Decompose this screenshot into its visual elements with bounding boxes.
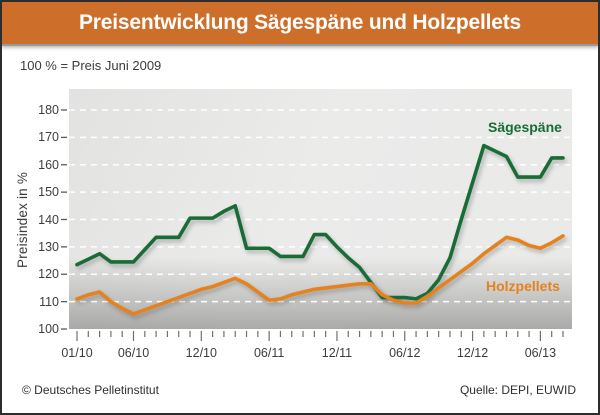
chart-canvas xyxy=(61,109,572,341)
legend-label-holzpellets: Holzpellets xyxy=(486,278,560,294)
y-tick-label-160: 160 xyxy=(38,157,59,172)
x-tick-label-06/13: 06/13 xyxy=(524,346,557,360)
series-line-sägespäne xyxy=(75,143,565,301)
x-tick-label-06/12: 06/12 xyxy=(389,346,421,360)
source-note: Quelle: DEPI, EUWID xyxy=(459,383,576,397)
x-tick-label-06/11: 06/11 xyxy=(253,346,285,360)
index-base-note: 100 % = Preis Juni 2009 xyxy=(20,58,162,73)
x-tick-label-12/11: 12/11 xyxy=(321,346,353,360)
y-tick-label-100: 100 xyxy=(38,322,59,336)
y-tick-label-110: 110 xyxy=(39,294,59,309)
x-tick-label-12/10: 12/10 xyxy=(185,346,217,360)
x-tick-label-12/12: 12/12 xyxy=(456,346,489,360)
copyright-note: © Deutsches Pelletinstitut xyxy=(22,383,159,397)
y-tick-label-130: 130 xyxy=(38,239,59,254)
title-bar: Preisentwicklung Sägespäne und Holzpelle… xyxy=(2,2,598,46)
series-line-holzpellets xyxy=(75,234,565,316)
x-tick-label-06/10: 06/10 xyxy=(117,346,150,360)
x-tick-label-01/10: 01/10 xyxy=(61,346,93,360)
y-tick-label-150: 150 xyxy=(38,185,59,200)
chart-plot-area: Sägespäne Holzpellets xyxy=(61,89,572,341)
y-tick-label-120: 120 xyxy=(38,267,59,282)
y-tick-label-170: 170 xyxy=(38,130,59,145)
legend-label-saegespaene: Sägespäne xyxy=(488,119,562,135)
y-tick-label-180: 180 xyxy=(38,103,59,117)
page-title: Preisentwicklung Sägespäne und Holzpelle… xyxy=(78,11,522,34)
y-tick-label-140: 140 xyxy=(38,212,59,227)
